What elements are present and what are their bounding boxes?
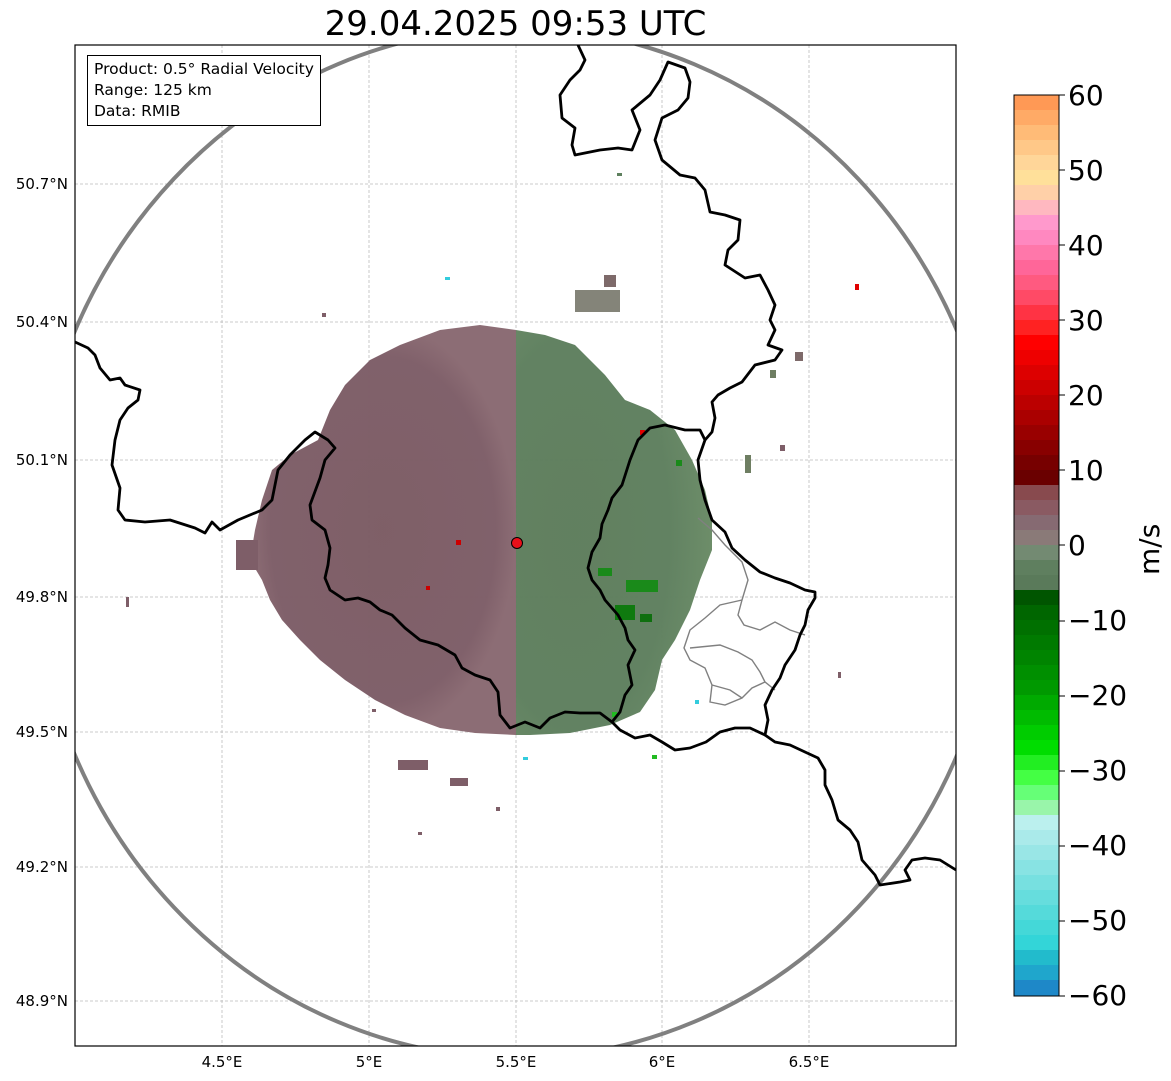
receding-echo	[250, 325, 516, 735]
colorbar-tick-minus-40: −40	[1068, 829, 1128, 862]
map-title: 29.04.2025 09:53 UTC	[324, 4, 707, 44]
lon-label-5.5: 5.5°E	[495, 1053, 537, 1071]
colorbar-tick-minus-30: −30	[1068, 754, 1128, 787]
lat-label-50.1: 50.1°N	[15, 451, 68, 469]
colorbar-tick-minus-20: −20	[1068, 679, 1128, 712]
colorbar-tick-30: 30	[1068, 304, 1104, 337]
lon-label-4.5: 4.5°E	[201, 1053, 243, 1071]
lat-label-49.2: 49.2°N	[15, 858, 68, 876]
radar-site-marker	[511, 537, 523, 549]
colorbar-tick-10: 10	[1068, 454, 1104, 487]
colorbar-tick-minus-50: −50	[1068, 904, 1128, 937]
lon-label-5: 5°E	[355, 1053, 383, 1071]
lat-label-50.7: 50.7°N	[15, 175, 68, 193]
product-info-box: Product: 0.5° Radial Velocity Range: 125…	[87, 55, 321, 126]
colorbar-tick-0: 0	[1068, 529, 1086, 562]
colorbar-tick-60: 60	[1068, 79, 1104, 112]
country-borders-north	[558, 45, 784, 441]
lon-label-6: 6°E	[648, 1053, 676, 1071]
product-label: Product: 0.5° Radial Velocity	[94, 60, 314, 78]
country-borders-east	[764, 733, 956, 887]
data-source-label: Data: RMIB	[94, 102, 181, 120]
province-borders	[683, 517, 806, 706]
lon-label-6.5: 6.5°E	[788, 1053, 830, 1071]
colorbar-unit-label: m/s	[1133, 523, 1166, 575]
lat-label-49.8: 49.8°N	[15, 588, 68, 606]
colorbar-tick-minus-10: −10	[1068, 604, 1128, 637]
colorbar-tick-20: 20	[1068, 379, 1104, 412]
colorbar-tick-40: 40	[1068, 229, 1104, 262]
colorbar	[1013, 94, 1065, 997]
lat-label-48.9: 48.9°N	[15, 992, 68, 1010]
approaching-echo	[516, 330, 712, 735]
country-borders	[75, 340, 817, 752]
lat-label-49.5: 49.5°N	[15, 723, 68, 741]
range-label: Range: 125 km	[94, 81, 212, 99]
colorbar-tick-minus-60: −60	[1068, 979, 1128, 1012]
lat-label-50.4: 50.4°N	[15, 313, 68, 331]
colorbar-tick-50: 50	[1068, 154, 1104, 187]
map-frame	[74, 44, 957, 1047]
